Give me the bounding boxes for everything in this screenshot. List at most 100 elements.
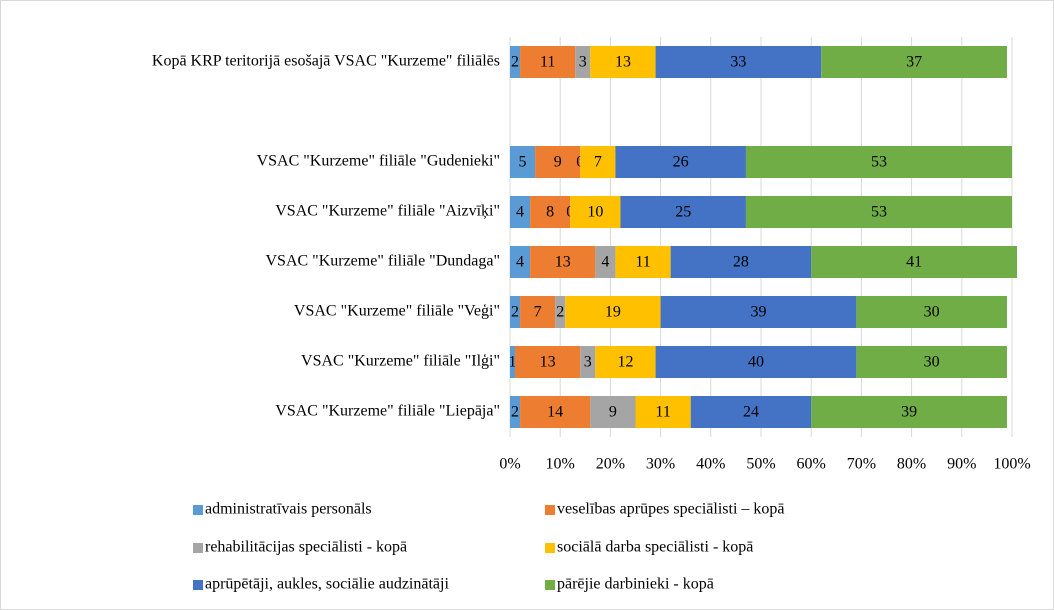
data-label: 19 <box>605 304 621 321</box>
bar-segment <box>595 346 656 378</box>
data-label: 33 <box>730 54 746 71</box>
bar-segment <box>510 46 521 78</box>
data-label: 12 <box>617 354 633 371</box>
bar-segment <box>510 396 521 428</box>
bar-segment <box>515 346 581 378</box>
bar-segment <box>745 146 1012 178</box>
data-label: 8 <box>546 204 554 221</box>
bar-segment <box>530 246 596 278</box>
bar-segment <box>635 396 691 428</box>
category-label: VSAC "Kurzeme" filiāle "Ilģi" <box>301 353 500 370</box>
data-label: 24 <box>743 404 759 421</box>
bar-segment <box>520 396 591 428</box>
data-label: 2 <box>511 54 519 71</box>
x-tick-label: 90% <box>947 456 976 473</box>
x-tick-label: 50% <box>746 456 775 473</box>
bar-segment <box>660 296 857 328</box>
bar-segment <box>510 146 536 178</box>
legend-swatch <box>545 505 555 515</box>
category-label: VSAC "Kurzeme" filiāle "Liepāja" <box>275 403 500 420</box>
bar-segment <box>655 46 822 78</box>
legend-swatch <box>193 543 203 553</box>
bar-segment <box>690 396 812 428</box>
bar-segment <box>555 296 566 328</box>
data-label: 26 <box>673 154 689 171</box>
data-label: 41 <box>906 254 922 271</box>
bar-segment <box>615 146 746 178</box>
bar-segment <box>821 46 1007 78</box>
bar-segment <box>520 296 556 328</box>
legend-label: sociālā darba speciālisti - kopā <box>557 539 753 556</box>
data-label: 2 <box>511 304 519 321</box>
bar-segment <box>615 246 671 278</box>
data-label: 11 <box>635 254 650 271</box>
data-label: 9 <box>554 154 562 171</box>
x-tick-label: 10% <box>546 456 575 473</box>
data-label: 25 <box>675 204 691 221</box>
category-label: VSAC "Kurzeme" filiāle "Gudenieki" <box>257 153 500 170</box>
bar-segment <box>520 46 576 78</box>
bar-segment <box>580 146 616 178</box>
legend-label: aprūpētāji, aukles, sociālie audzinātāji <box>205 576 449 593</box>
bar-segment <box>856 346 1007 378</box>
bar-segment <box>570 196 621 228</box>
bar-segment <box>856 296 1007 328</box>
bar-segment <box>620 196 746 228</box>
data-label: 11 <box>655 404 670 421</box>
data-label: 30 <box>924 304 940 321</box>
data-label: 2 <box>556 304 564 321</box>
bar-segment <box>510 246 531 278</box>
x-tick-label: 60% <box>797 456 826 473</box>
data-label: 10 <box>587 204 603 221</box>
bar-segment <box>670 246 812 278</box>
data-label: 13 <box>540 354 556 371</box>
category-label: VSAC "Kurzeme" filiāle "Dundaga" <box>265 253 500 270</box>
category-label: Kopā KRP teritorijā esošajā VSAC "Kurzem… <box>152 53 500 70</box>
legend-swatch <box>545 580 555 590</box>
data-label: 3 <box>579 54 587 71</box>
bar-segment <box>655 346 857 378</box>
data-label: 37 <box>906 54 922 71</box>
legend-label: administratīvais personāls <box>205 501 372 518</box>
x-tick-label: 0% <box>499 456 520 473</box>
data-label: 13 <box>555 254 571 271</box>
category-label: VSAC "Kurzeme" filiāle "Aizvīķi" <box>275 203 500 220</box>
bar-segment <box>811 246 1018 278</box>
bar-segment <box>510 196 531 228</box>
data-label: 4 <box>516 204 524 221</box>
data-label: 53 <box>871 204 887 221</box>
data-label: 4 <box>516 254 524 271</box>
data-label: 7 <box>534 304 542 321</box>
data-label: 28 <box>733 254 749 271</box>
bar-segment <box>745 196 1012 228</box>
data-label: 13 <box>615 54 631 71</box>
data-label: 2 <box>511 404 519 421</box>
data-label: 39 <box>750 304 766 321</box>
bar-segment <box>510 296 521 328</box>
bar-segment <box>565 296 661 328</box>
legend-label: pārējie darbinieki - kopā <box>557 576 714 593</box>
data-label: 39 <box>901 404 917 421</box>
bar-segment <box>590 396 636 428</box>
category-label: VSAC "Kurzeme" filiāle "Veģi" <box>294 303 500 320</box>
data-label: 3 <box>584 354 592 371</box>
bar-segment <box>580 346 596 378</box>
data-label: 53 <box>871 154 887 171</box>
bar-segment <box>590 46 656 78</box>
bar-segment <box>595 246 616 278</box>
data-label: 30 <box>924 354 940 371</box>
x-tick-label: 40% <box>696 456 725 473</box>
bar-segment <box>811 396 1007 428</box>
bar-segment <box>510 346 516 378</box>
data-label: 14 <box>547 404 563 421</box>
data-label: 9 <box>609 404 617 421</box>
data-label: 5 <box>519 154 527 171</box>
x-tick-label: 80% <box>897 456 926 473</box>
x-tick-label: 100% <box>993 456 1030 473</box>
legend-label: rehabilitācijas speciālisti - kopā <box>205 539 407 556</box>
data-label: 7 <box>594 154 602 171</box>
data-label: 4 <box>601 254 609 271</box>
bar-segment <box>530 196 571 228</box>
x-tick-label: 20% <box>596 456 625 473</box>
